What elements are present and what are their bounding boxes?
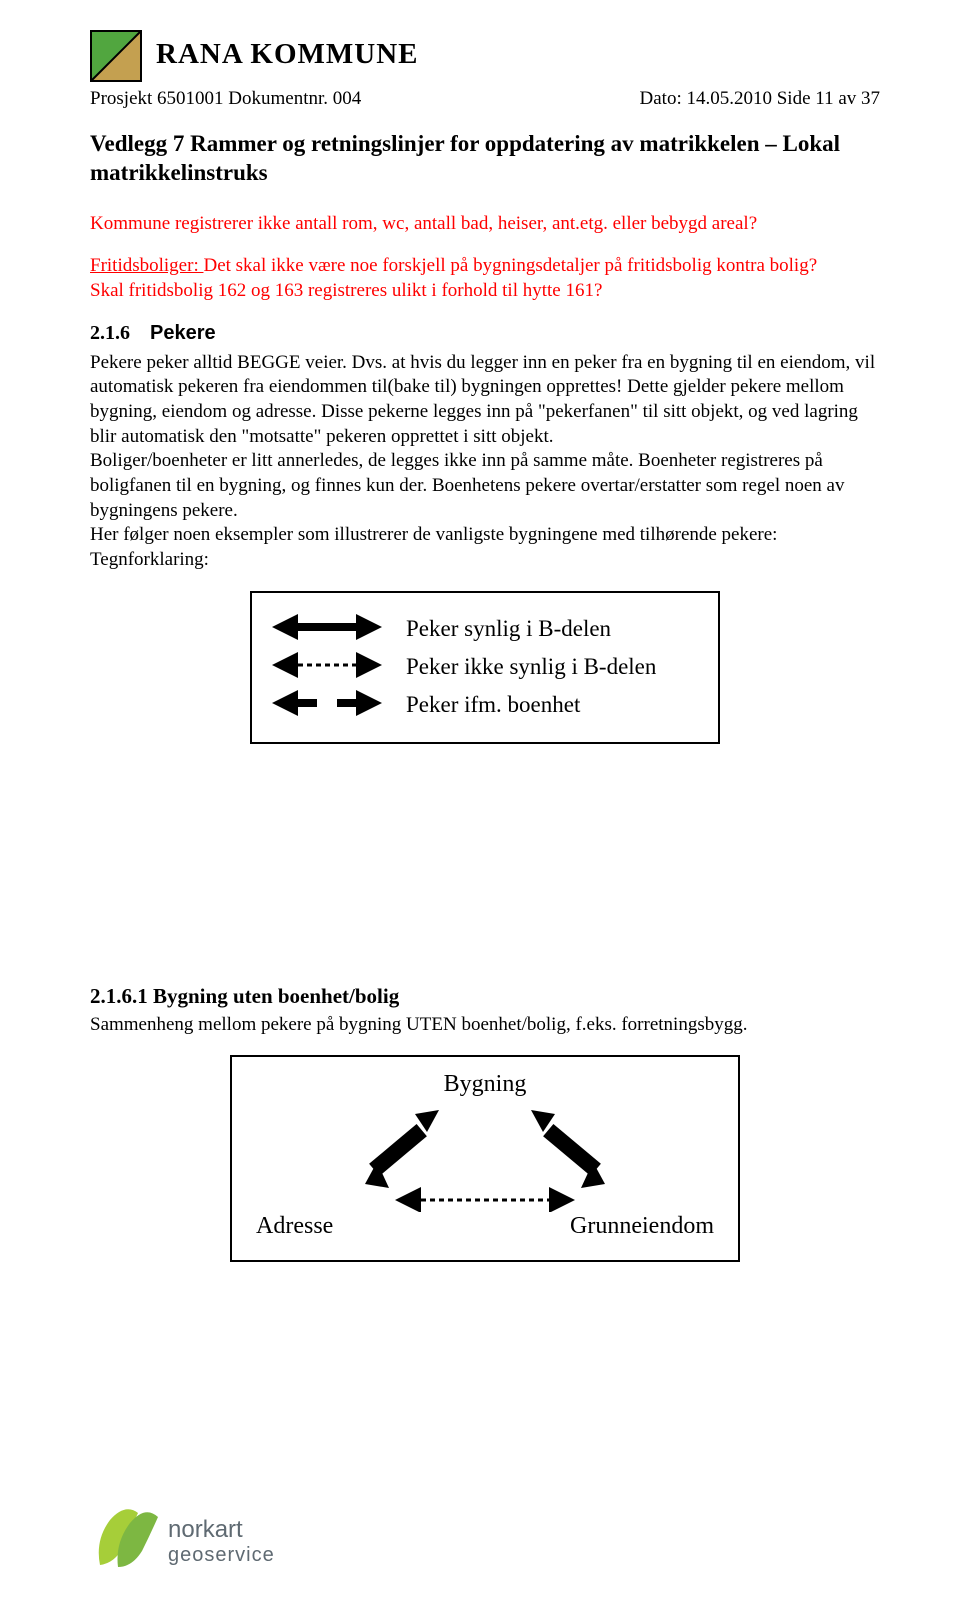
fritidsboliger-line2: Skal fritidsbolig 162 og 163 registreres…	[90, 280, 602, 301]
arrow-double-solid-icon	[272, 612, 382, 647]
legend-label-1: Peker synlig i B-delen	[406, 616, 611, 642]
diagram-box: Bygning	[230, 1055, 740, 1262]
section-216-body: Pekere peker alltid BEGGE veier. Dvs. at…	[90, 351, 880, 573]
section-216-num: 2.1.6	[90, 322, 130, 344]
section-216-heading: 2.1.6 Pekere	[90, 322, 880, 345]
paragraph-red-1: Kommune registrerer ikke antall rom, wc,…	[90, 212, 880, 237]
section-216-title: Pekere	[150, 322, 216, 344]
project-line: Prosjekt 6501001 Dokumentnr. 004	[90, 88, 361, 110]
diagram-right-label: Grunneiendom	[570, 1213, 714, 1240]
legend-label-2: Peker ikke synlig i B-delen	[406, 654, 656, 680]
arrow-split-icon	[272, 688, 382, 723]
legend-label-3: Peker ifm. boenhet	[406, 692, 580, 718]
svg-text:norkart: norkart	[168, 1516, 243, 1543]
brand-title: RANA KOMMUNE	[156, 38, 419, 71]
svg-text:geoservice: geoservice	[168, 1544, 275, 1566]
arrow-double-dashed-icon	[272, 650, 382, 685]
diagram-left-label: Adresse	[256, 1213, 333, 1240]
section-2161-body: Sammenheng mellom pekere på bygning UTEN…	[90, 1013, 880, 1038]
footer-logo: norkart geoservice	[90, 1495, 320, 1590]
municipal-logo	[90, 30, 142, 82]
paragraph-red-2: Fritidsboliger: Det skal ikke være noe f…	[90, 254, 880, 303]
date-line: Dato: 14.05.2010 Side 11 av 37	[640, 88, 880, 110]
diagram-arrows-icon	[256, 1102, 714, 1217]
section-2161-heading: 2.1.6.1 Bygning uten boenhet/bolig	[90, 984, 880, 1009]
diagram-top-label: Bygning	[256, 1071, 714, 1098]
legend-box: Peker synlig i B-delen Peker ikke synlig…	[250, 591, 720, 744]
fritidsboliger-body: Det skal ikke være noe forskjell på bygn…	[203, 255, 817, 276]
document-title: Vedlegg 7 Rammer og retningslinjer for o…	[90, 130, 880, 188]
fritidsboliger-label: Fritidsboliger:	[90, 255, 203, 276]
